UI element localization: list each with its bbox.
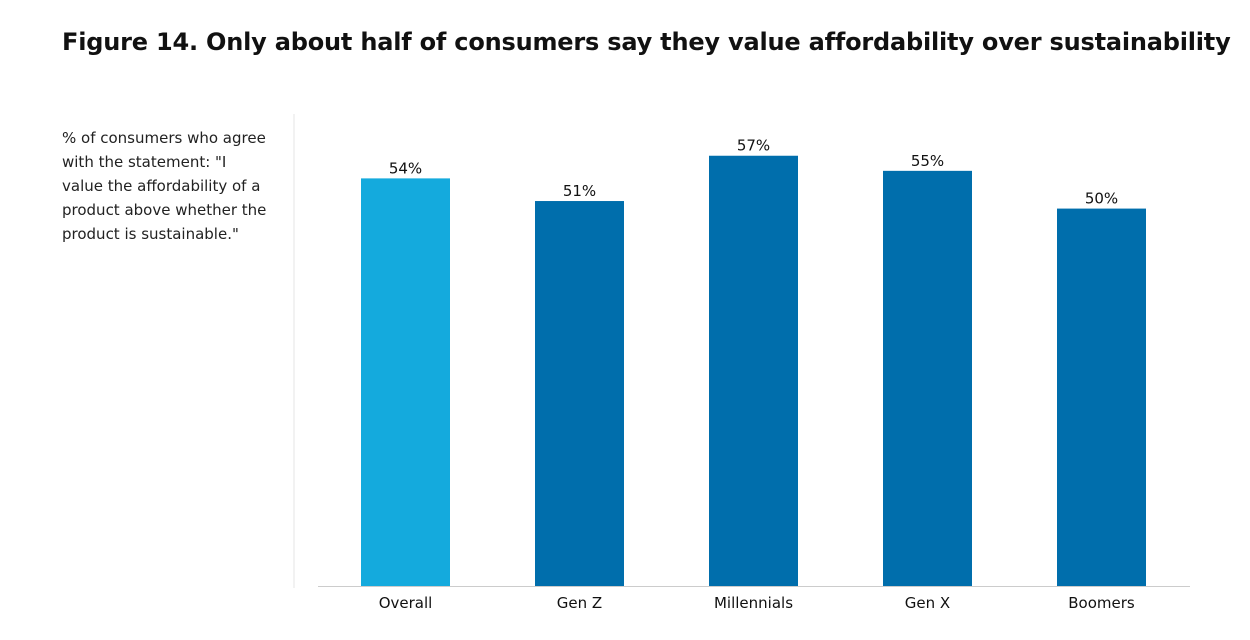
bar-boomers	[1057, 208, 1146, 587]
x-tick-label: Millennials	[714, 594, 793, 612]
chart-subtitle: % of consumers who agree with the statem…	[62, 129, 267, 243]
bar-gen-z	[535, 201, 624, 586]
data-label: 50%	[1085, 190, 1118, 208]
bar-gen-x	[883, 170, 972, 586]
x-tick-label: Gen Z	[557, 594, 602, 612]
data-label: 51%	[563, 182, 596, 200]
x-tick-label: Overall	[379, 594, 433, 612]
x-tick-label: Gen X	[905, 594, 950, 612]
page-title: Figure 14. Only about half of consumers …	[62, 28, 1231, 56]
data-label: 55%	[911, 152, 944, 170]
x-tick-label: Boomers	[1068, 594, 1135, 612]
data-label: 54%	[389, 159, 422, 177]
bar-overall	[361, 178, 450, 587]
data-label: 57%	[737, 137, 770, 155]
bar-millennials	[709, 155, 798, 586]
